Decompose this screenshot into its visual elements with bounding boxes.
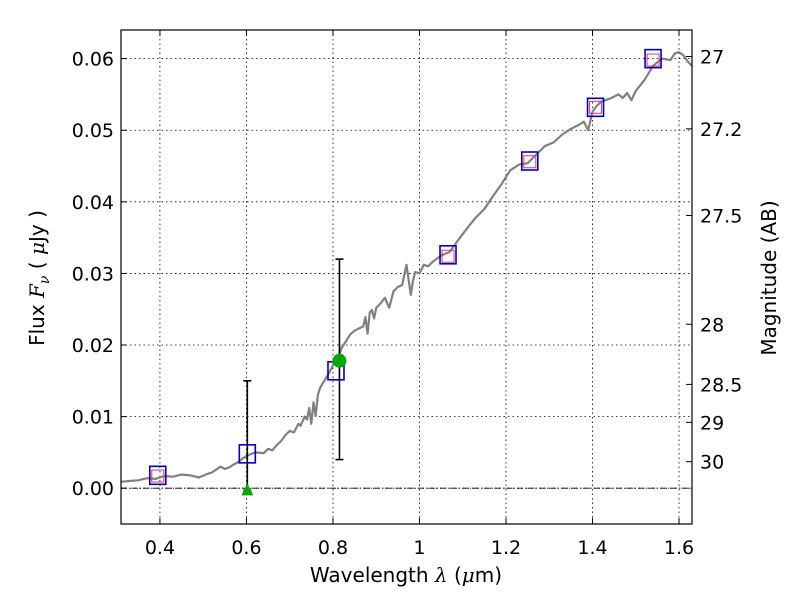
plot-frame [120, 29, 693, 525]
markers [148, 48, 662, 496]
upper-limit-marker [241, 483, 254, 496]
x-axis-symbol: λ [434, 563, 448, 587]
x-axis-label: Wavelength λ (μm) [310, 563, 502, 587]
y-axis-unit: Jy ) [25, 210, 49, 244]
y2-tick-label: 27.2 [700, 119, 742, 141]
x-axis-unit-greek: μ [462, 563, 475, 587]
y-tick-label: 0.00 [72, 478, 114, 500]
observed-photometry-marker [644, 48, 662, 69]
spectrum-line [120, 51, 693, 483]
y-axis-subscript: ν [37, 275, 53, 284]
detection-marker [332, 353, 347, 368]
y2-tick-label: 29 [700, 412, 724, 434]
y-tick-label: 0.03 [72, 263, 114, 285]
y-axis-unit-greek: μ [25, 242, 49, 255]
grid [121, 30, 692, 524]
y2-tick-label: 27.5 [700, 205, 742, 227]
y-tick-label: 0.04 [72, 192, 114, 214]
y2-tick-label: 28 [700, 314, 724, 336]
model-photometry-marker [151, 469, 165, 483]
secondary-y-axis-label: Magnitude (AB) [757, 200, 781, 355]
model-photometry-marker [523, 155, 537, 169]
y-axis-symbol: F [25, 283, 49, 299]
x-tick-label: 1.6 [664, 537, 694, 559]
x-tick-label: 0.6 [231, 537, 261, 559]
spectrum-layer [120, 51, 693, 483]
model-photometry-marker [646, 53, 660, 67]
x-tick-label: 1.2 [491, 537, 521, 559]
y-axis-label-open: ( [25, 255, 49, 276]
x-tick-label: 1 [413, 537, 425, 559]
y-tick-label: 0.01 [72, 407, 114, 429]
model-photometry-marker [441, 249, 455, 263]
model-photometry-marker [589, 100, 603, 114]
y-axis-label: Flux Fν ( μJy ) [25, 210, 53, 346]
observed-photometry-marker [148, 465, 167, 486]
y-tick-label: 0.05 [72, 120, 114, 142]
y2-tick-label: 27 [700, 46, 724, 68]
y-tick-label: 0.06 [72, 49, 114, 71]
observed-photometry-marker [586, 97, 605, 118]
axis-ticks: 0.4 0.6 0.8 1 1.2 1.4 1.6 0.00 0.01 0.02 0.03 0.04 0… [72, 30, 742, 559]
observed-photometry-marker [520, 151, 539, 171]
x-axis-label-open: ( [448, 563, 462, 587]
y2-tick-label: 28.5 [700, 374, 742, 396]
x-axis-unit: m) [475, 563, 502, 587]
x-tick-label: 0.8 [318, 537, 348, 559]
x-tick-label: 0.4 [145, 537, 175, 559]
x-tick-label: 1.4 [577, 537, 607, 559]
y-tick-label: 0.02 [72, 335, 114, 357]
observed-photometry-marker [439, 245, 457, 265]
x-axis-label-prefix: Wavelength [310, 563, 435, 587]
y2-tick-label: 30 [700, 452, 724, 474]
observed-photometry-marker [238, 444, 257, 464]
y-axis-label-prefix: Flux [25, 298, 49, 346]
